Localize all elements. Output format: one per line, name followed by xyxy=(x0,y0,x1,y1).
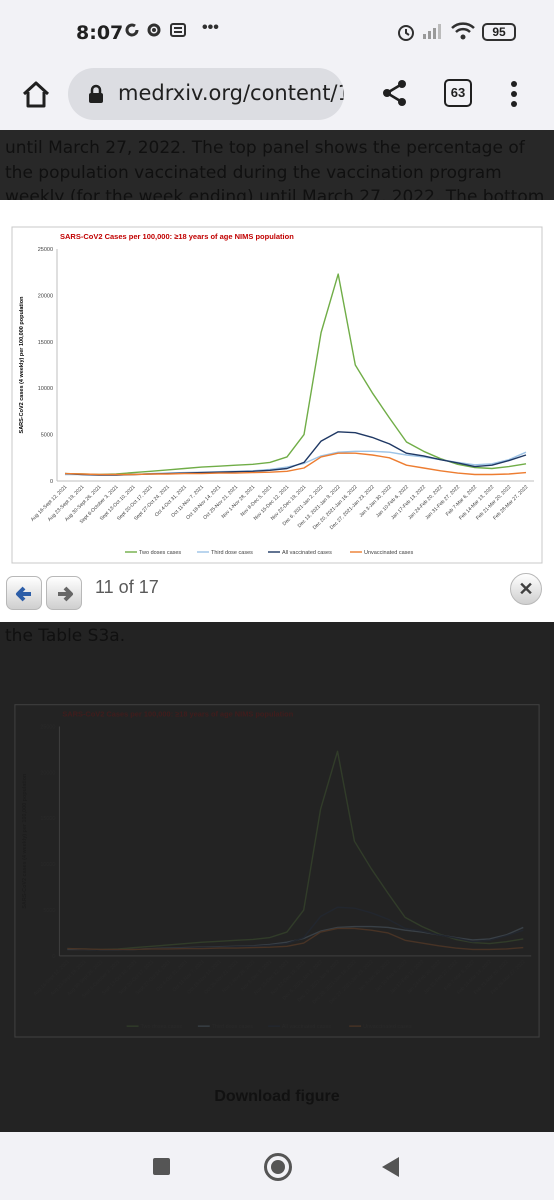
tab-switcher-button[interactable]: 63 xyxy=(444,79,472,107)
browser-toolbar: medrxiv.org/content/1 63 xyxy=(0,64,554,130)
y-axis-label: SARS-CoV2 cases (4 weekly) per 100,000 p… xyxy=(19,296,25,434)
legend-label-0: Two doses cases xyxy=(141,1024,183,1030)
series-line-0 xyxy=(64,273,527,476)
figure-counter: 11 of 17 xyxy=(95,577,159,597)
chart-frame xyxy=(11,226,543,564)
series-line-1 xyxy=(67,925,524,951)
overflow-menu-button[interactable] xyxy=(504,78,524,110)
home-button[interactable] xyxy=(20,78,52,110)
next-figure-button[interactable] xyxy=(46,576,82,610)
article-text-top: until March 27, 2022. The top panel show… xyxy=(0,130,554,200)
article-content-bottom: the Table S3a. SARS-CoV2 Cases per 100,0… xyxy=(0,622,554,1132)
gear-icon xyxy=(146,22,162,43)
home-icon xyxy=(22,81,50,108)
share-icon xyxy=(383,80,406,106)
alarm-icon xyxy=(396,22,416,47)
close-lightbox-button[interactable]: ✕ xyxy=(510,573,542,605)
inline-figure-thumbnail[interactable]: SARS-CoV2 Cases per 100,000: ≥18 years o… xyxy=(0,678,554,1038)
y-tick-label: 25000 xyxy=(38,247,53,253)
url-text: medrxiv.org/content/1 xyxy=(118,81,344,105)
series-line-2 xyxy=(67,906,524,951)
y-axis-label: SARS-CoV2 cases (4 weekly) per 100,000 p… xyxy=(22,774,28,909)
series-line-3 xyxy=(64,452,527,476)
series-line-2 xyxy=(64,431,527,476)
address-bar[interactable]: medrxiv.org/content/1 xyxy=(68,68,344,120)
lock-icon xyxy=(88,84,104,109)
recents-button[interactable] xyxy=(153,1158,170,1175)
legend-label-2: All vaccinated cases xyxy=(282,1024,331,1030)
y-tick-label: 10000 xyxy=(40,862,55,868)
article-paragraph: until March 27, 2022. The top panel show… xyxy=(5,138,545,200)
arrow-left-icon xyxy=(16,586,31,602)
back-button[interactable] xyxy=(382,1157,399,1177)
more-notifications-icon: ••• xyxy=(202,19,219,36)
x-tick-label: Feb 7-Mar 6, 2022 xyxy=(443,959,476,992)
y-tick-label: 25000 xyxy=(40,724,55,730)
wifi-icon xyxy=(450,21,476,46)
chart-title: SARS-CoV2 Cases per 100,000: ≥18 years o… xyxy=(62,710,293,719)
y-tick-label: 5000 xyxy=(41,433,53,439)
signal-icon xyxy=(422,22,444,45)
y-tick-label: 0 xyxy=(52,954,55,960)
clock: 8:07 xyxy=(76,22,124,44)
y-tick-label: 20000 xyxy=(40,770,55,776)
y-tick-label: 10000 xyxy=(38,386,53,392)
series-line-0 xyxy=(67,750,524,951)
legend-label-2: All vaccinated cases xyxy=(282,550,332,556)
close-icon: ✕ xyxy=(518,579,534,599)
home-nav-icon xyxy=(271,1160,285,1174)
legend-label-1: Third dose cases xyxy=(212,1024,254,1030)
download-figure-link[interactable]: Download figure xyxy=(214,1088,340,1105)
legend-label-1: Third dose cases xyxy=(211,550,253,556)
lightbox-controls: 11 of 17 ✕ xyxy=(0,564,554,622)
arrow-right-icon xyxy=(58,586,73,602)
series-line-3 xyxy=(67,927,524,951)
x-tick-label: Nov 8-Dec 5, 2021 xyxy=(240,959,274,993)
chart-frame xyxy=(14,704,540,1038)
cases-line-chart: SARS-CoV2 Cases per 100,000: ≥18 years o… xyxy=(11,226,543,564)
legend-label-3: Unvaccinated cases xyxy=(364,550,413,556)
y-tick-label: 5000 xyxy=(43,908,55,914)
legend-label-3: Unvaccinated cases xyxy=(363,1024,412,1030)
y-tick-label: 0 xyxy=(50,479,53,485)
news-icon xyxy=(170,22,186,43)
y-tick-label: 15000 xyxy=(40,816,55,822)
system-navigation-bar xyxy=(0,1132,554,1200)
figure-lightbox: SARS-CoV2 Cases per 100,000: ≥18 years o… xyxy=(0,200,554,564)
y-tick-label: 20000 xyxy=(38,293,53,299)
x-tick-label: Jan 3-Jan 30, 2022 xyxy=(357,959,391,993)
x-tick-label: Oct 11-Nov 7, 2021 xyxy=(172,959,206,993)
chart-title: SARS-CoV2 Cases per 100,000: ≥18 years o… xyxy=(60,232,294,241)
previous-figure-button[interactable] xyxy=(6,576,42,610)
battery-indicator: 95 xyxy=(482,23,516,41)
share-button[interactable] xyxy=(380,78,410,108)
x-tick-label: Nov 1-Nov 28, 2021 xyxy=(221,959,256,994)
sync-icon xyxy=(124,22,140,43)
x-tick-label: Oct 4-Oct 31, 2021 xyxy=(155,959,189,993)
x-tick-label: Jan 10-Feb 6, 2022 xyxy=(374,959,409,994)
legend-label-0: Two doses cases xyxy=(139,550,181,556)
table-reference-text: the Table S3a. xyxy=(5,626,126,646)
status-bar: 8:07 ••• 95 xyxy=(0,0,554,64)
more-vert-icon xyxy=(511,81,517,107)
home-nav-button[interactable] xyxy=(264,1153,292,1181)
y-tick-label: 15000 xyxy=(38,340,53,346)
